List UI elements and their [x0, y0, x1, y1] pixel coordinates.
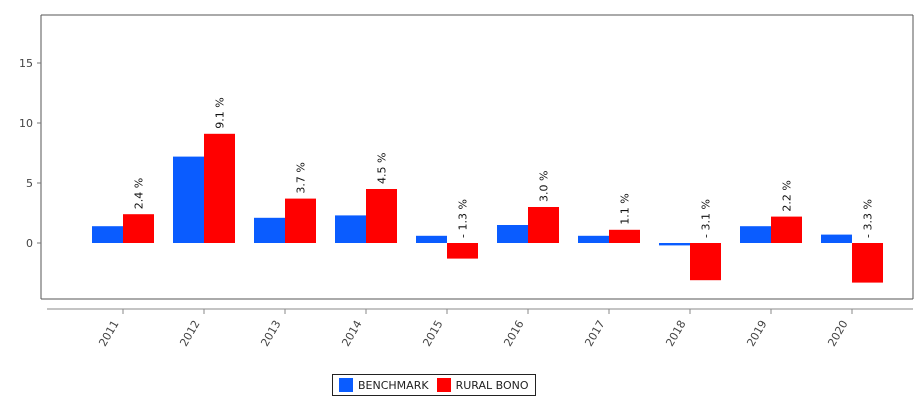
x-tick-label: 2016: [501, 318, 526, 349]
bar-benchmark: [578, 235, 609, 243]
x-tick-label: 2013: [258, 318, 283, 349]
plot-frame: [40, 14, 914, 300]
y-tick-label: 5: [26, 177, 33, 190]
legend-label-rural-bono: RURAL BONO: [455, 378, 529, 392]
legend-swatch-rural-bono: [436, 378, 451, 392]
data-label-rural-bono: 3.0 %: [538, 171, 551, 202]
data-label-rural-bono: - 3.1 %: [700, 199, 713, 238]
legend-item-benchmark: BENCHMARK: [339, 378, 429, 392]
y-tick-label: 0: [26, 237, 33, 250]
bar-benchmark: [416, 235, 447, 243]
legend-swatch-benchmark: [339, 378, 353, 392]
bar-rural-bono: [771, 216, 802, 243]
y-tick-label: 10: [19, 117, 33, 130]
bar-rural-bono: [366, 189, 397, 243]
x-tick-label: 2014: [339, 318, 364, 349]
x-tick-label: 2015: [420, 318, 445, 349]
x-tick-label: 2017: [582, 318, 607, 349]
legend: BENCHMARK RURAL BONO: [332, 374, 536, 396]
data-label-rural-bono: - 1.3 %: [457, 199, 470, 238]
bar-rural-bono: [447, 243, 478, 259]
data-label-rural-bono: 1.1 %: [619, 193, 632, 224]
bar-benchmark: [821, 234, 852, 243]
bar-benchmark: [173, 156, 204, 243]
bar-rural-bono: [204, 133, 235, 243]
data-label-rural-bono: 2.4 %: [133, 178, 146, 209]
bars-layer: [92, 133, 883, 283]
bar-rural-bono: [123, 214, 154, 243]
bar-benchmark: [335, 215, 366, 243]
bar-benchmark: [659, 243, 690, 246]
bar-rural-bono: [852, 243, 883, 283]
bar-rural-bono: [690, 243, 721, 281]
legend-item-rural-bono: RURAL BONO: [436, 378, 529, 392]
x-tick-label: 2019: [744, 318, 769, 349]
x-axis: 2011 2012 2013 2014 2015 2016 2017 2018 2019 2020: [47, 308, 913, 349]
data-label-rural-bono: 4.5 %: [376, 153, 389, 184]
bar-benchmark: [92, 226, 123, 243]
data-label-rural-bono: 2.2 %: [781, 180, 794, 211]
bar-benchmark: [497, 225, 528, 243]
x-tick-label: 2018: [663, 318, 688, 349]
bar-benchmark: [740, 226, 771, 243]
bar-rural-bono: [528, 207, 559, 243]
data-labels-layer: 2.4 % 9.1 % 3.7 % 4.5 % - 1.3 % 3.0 % 1.1 % - 3…: [133, 97, 875, 238]
data-label-rural-bono: - 3.3 %: [862, 199, 875, 238]
data-label-rural-bono: 9.1 %: [214, 97, 227, 128]
y-tick-label: 15: [19, 57, 33, 70]
bar-rural-bono: [285, 198, 316, 243]
legend-label-benchmark: BENCHMARK: [358, 378, 429, 392]
data-label-rural-bono: 3.7 %: [295, 162, 308, 193]
x-tick-label: 2012: [177, 318, 202, 349]
bar-benchmark: [254, 217, 285, 243]
x-tick-label: 2011: [96, 318, 121, 349]
y-axis: 0 5 10 15: [19, 57, 41, 250]
bar-rural-bono: [609, 229, 640, 243]
x-tick-label: 2020: [825, 318, 850, 349]
